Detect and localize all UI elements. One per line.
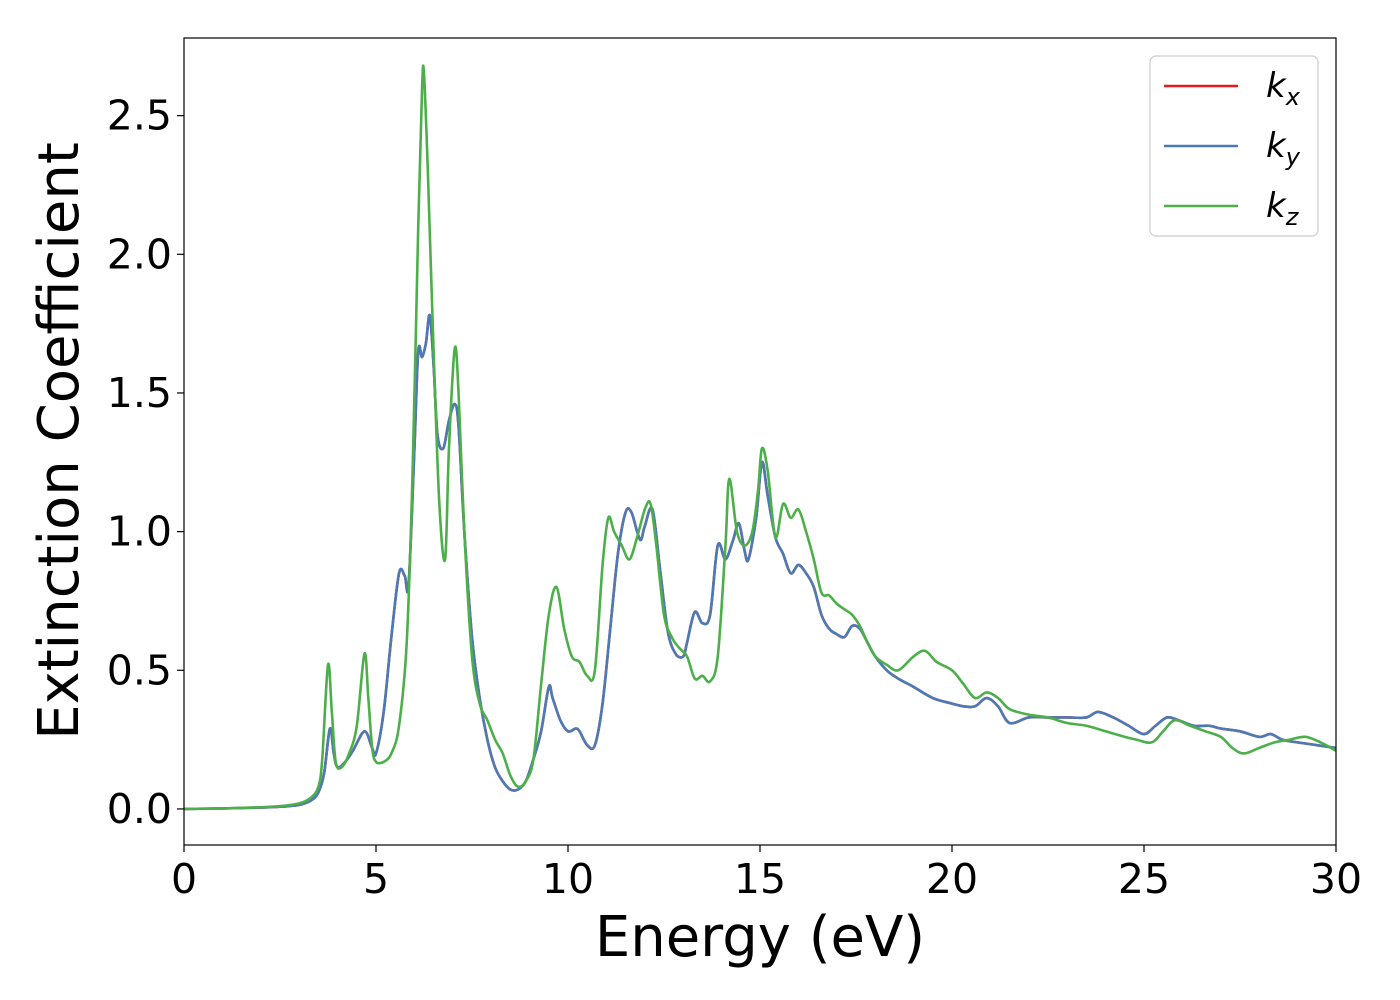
x-tick-label: 10 bbox=[542, 855, 594, 903]
y-tick-label: 0.5 bbox=[107, 646, 172, 694]
y-tick-label: 2.0 bbox=[107, 230, 172, 278]
legend-subscript: y bbox=[1285, 143, 1301, 171]
legend-subscript: x bbox=[1285, 83, 1301, 111]
legend-subscript: z bbox=[1285, 203, 1300, 231]
x-tick-label: 0 bbox=[171, 855, 197, 903]
x-tick-label: 25 bbox=[1118, 855, 1170, 903]
x-tick-label: 15 bbox=[734, 855, 786, 903]
series-line-kz bbox=[184, 64, 1336, 811]
y-axis-label: Extinction Coefficient bbox=[27, 142, 92, 740]
x-tick-label: 5 bbox=[363, 855, 389, 903]
y-tick-label: 0.0 bbox=[107, 785, 172, 833]
x-axis-label: Energy (eV) bbox=[595, 905, 925, 970]
x-tick-label: 20 bbox=[926, 855, 978, 903]
y-tick-label: 2.5 bbox=[107, 92, 172, 140]
x-axis: 0 5 10 15 20 25 30 bbox=[171, 845, 1362, 903]
y-axis: 0.0 0.5 1.0 1.5 2.0 2.5 bbox=[107, 92, 184, 833]
series-layer bbox=[184, 64, 1336, 811]
y-tick-label: 1.5 bbox=[107, 369, 172, 417]
x-tick-label: 30 bbox=[1310, 855, 1362, 903]
y-tick-label: 1.0 bbox=[107, 508, 172, 556]
